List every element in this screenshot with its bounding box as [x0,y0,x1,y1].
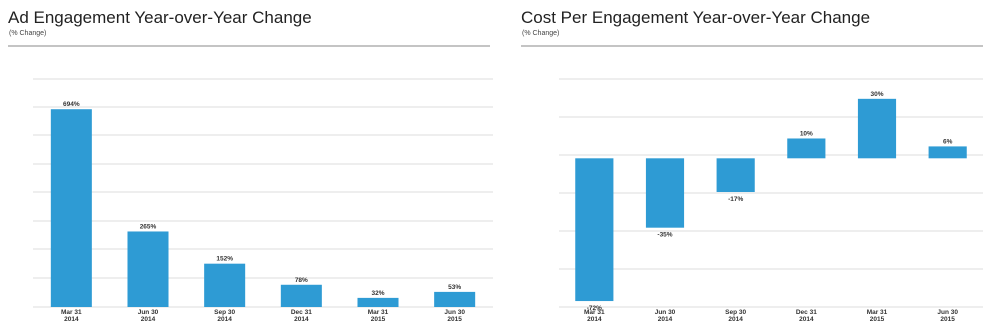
tick-label: Jun 30 [937,309,958,316]
bar [204,263,246,307]
tick-label: Dec 31 [291,309,312,316]
bar [716,158,755,193]
bar [575,158,614,302]
tick-label: 2014 [728,316,743,323]
tick-label: Mar 31 [61,309,82,316]
data-label: 30% [870,91,883,98]
bar [857,98,897,159]
bar [280,284,322,307]
ad-engagement-chart-panel: Ad Engagement Year-over-Year Change (% C… [8,8,493,323]
chart-title: Cost Per Engagement Year-over-Year Chang… [521,8,871,27]
tick-label: Jun 30 [138,309,159,316]
chart-subtitle: (% Change) [522,30,560,37]
bar [357,297,399,307]
tick-label: Mar 31 [584,309,605,316]
tick-label: 2014 [587,316,602,323]
tick-label: Mar 31 [867,309,888,316]
cost-per-engagement-chart-panel: Cost Per Engagement Year-over-Year Chang… [515,0,983,329]
tick-label: 2014 [294,316,309,323]
data-label: 53% [448,284,461,291]
chart-subtitle: (% Change) [9,30,47,37]
data-label: 6% [943,138,953,145]
tick-label: 2015 [870,316,885,323]
data-label: 265% [140,223,157,230]
tick-label: Jun 30 [655,309,676,316]
bar [645,158,685,228]
tick-label: Jun 30 [444,309,465,316]
tick-label: 2014 [658,316,673,323]
bar [787,138,826,159]
data-label: 32% [371,290,384,297]
tick-label: 2014 [64,316,79,323]
tick-label: 2015 [371,316,386,323]
tick-label: 2015 [940,316,955,323]
data-label: -17% [728,196,743,203]
data-label: 152% [216,256,233,263]
tick-label: Dec 31 [796,309,817,316]
data-label: 10% [800,130,813,137]
bar [127,231,169,307]
bar [50,109,92,308]
tick-label: Mar 31 [368,309,389,316]
tick-label: 2014 [799,316,814,323]
data-label: 694% [63,101,80,108]
tick-label: Sep 30 [214,309,235,316]
tick-label: 2015 [447,316,462,323]
tick-label: 2014 [141,316,156,323]
data-label: -35% [657,232,672,239]
chart-title: Ad Engagement Year-over-Year Change [8,8,312,27]
tick-label: Sep 30 [725,309,746,316]
data-label: 78% [295,277,308,284]
tick-label: 2014 [217,316,232,323]
bar [928,146,967,159]
data-label: -72% [587,305,602,312]
bar [434,291,476,307]
